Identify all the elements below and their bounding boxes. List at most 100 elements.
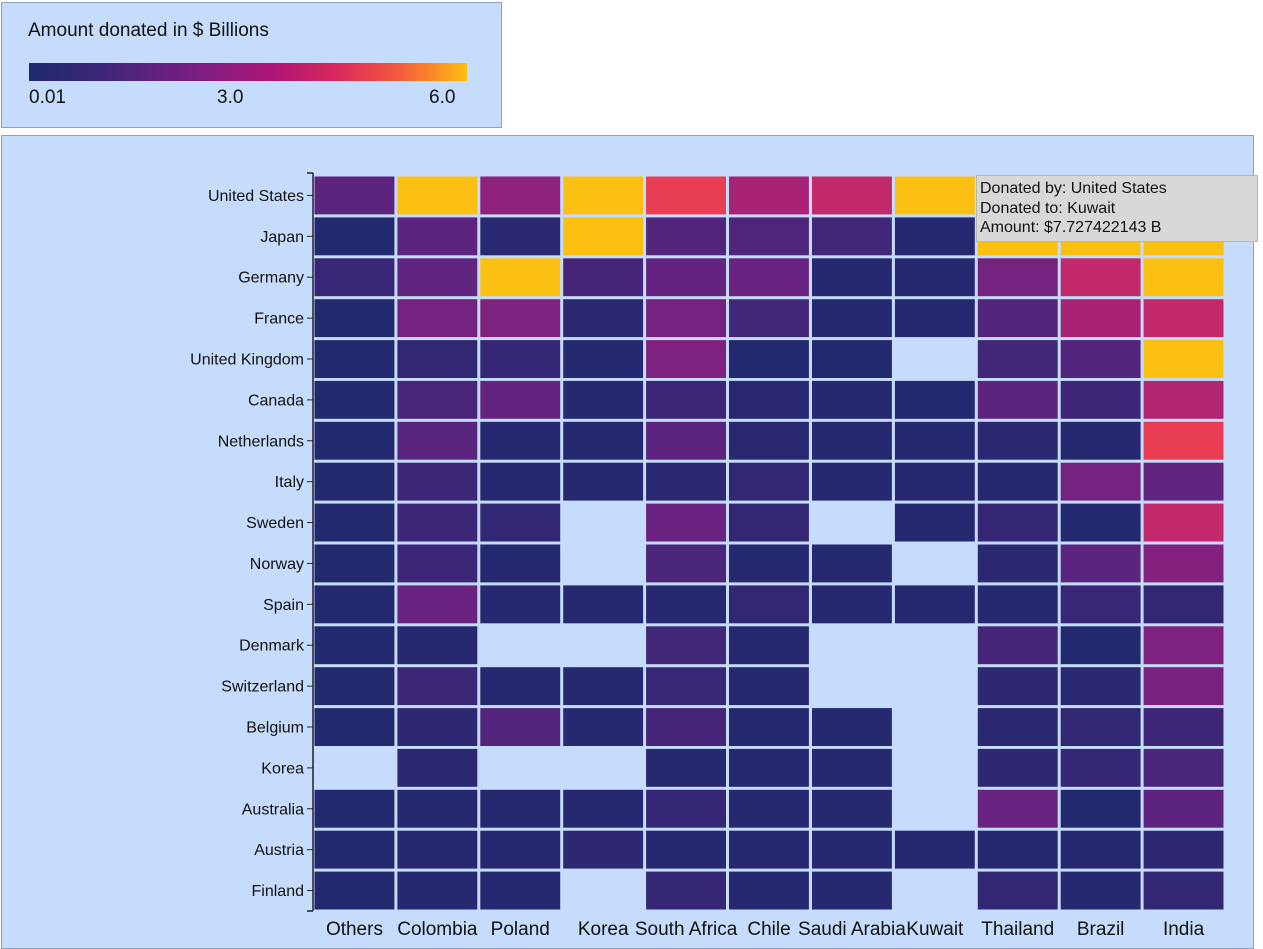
heatmap-cell[interactable] bbox=[397, 176, 478, 215]
heatmap-cell[interactable] bbox=[646, 503, 726, 542]
heatmap-cell[interactable] bbox=[646, 421, 726, 460]
heatmap-cell[interactable] bbox=[812, 380, 892, 419]
heatmap-cell[interactable] bbox=[894, 299, 975, 338]
heatmap-cell[interactable] bbox=[397, 585, 478, 624]
heatmap-cell[interactable] bbox=[563, 462, 644, 501]
heatmap-cell[interactable] bbox=[397, 667, 478, 706]
heatmap-cell[interactable] bbox=[729, 176, 809, 215]
heatmap-cell[interactable] bbox=[812, 176, 892, 215]
heatmap-cell[interactable] bbox=[977, 789, 1058, 828]
heatmap-cell[interactable] bbox=[397, 830, 478, 869]
heatmap-cell[interactable] bbox=[812, 421, 892, 460]
heatmap-cell[interactable] bbox=[729, 258, 809, 297]
heatmap-cell[interactable] bbox=[812, 748, 892, 787]
heatmap-cell[interactable] bbox=[894, 462, 975, 501]
heatmap-cell[interactable] bbox=[977, 626, 1058, 665]
heatmap-cell[interactable] bbox=[1060, 462, 1141, 501]
heatmap-cell[interactable] bbox=[314, 789, 395, 828]
heatmap-cell[interactable] bbox=[977, 748, 1058, 787]
heatmap-cell[interactable] bbox=[314, 340, 395, 378]
heatmap-cell[interactable] bbox=[646, 830, 726, 869]
heatmap-cell[interactable] bbox=[812, 708, 892, 746]
heatmap-cell[interactable] bbox=[1143, 585, 1224, 624]
heatmap-cell[interactable] bbox=[314, 871, 395, 910]
heatmap-cell[interactable] bbox=[646, 871, 726, 910]
heatmap-cell[interactable] bbox=[397, 708, 478, 746]
heatmap-cell[interactable] bbox=[480, 176, 561, 215]
heatmap-cell[interactable] bbox=[1060, 585, 1141, 624]
heatmap-cell[interactable] bbox=[314, 503, 395, 542]
heatmap-cell[interactable] bbox=[646, 462, 726, 501]
heatmap-cell[interactable] bbox=[1060, 544, 1141, 583]
heatmap-cell[interactable] bbox=[977, 380, 1058, 419]
heatmap-cell[interactable] bbox=[397, 299, 478, 338]
heatmap-cell[interactable] bbox=[397, 380, 478, 419]
heatmap-cell[interactable] bbox=[1143, 544, 1224, 583]
heatmap-cell[interactable] bbox=[314, 544, 395, 583]
heatmap-cell[interactable] bbox=[480, 789, 561, 828]
heatmap-cell[interactable] bbox=[397, 340, 478, 378]
heatmap-cell[interactable] bbox=[729, 626, 809, 665]
heatmap-cell[interactable] bbox=[729, 544, 809, 583]
heatmap-cell[interactable] bbox=[314, 830, 395, 869]
heatmap-cell[interactable] bbox=[314, 258, 395, 297]
heatmap-cell[interactable] bbox=[397, 421, 478, 460]
heatmap-cell[interactable] bbox=[314, 421, 395, 460]
heatmap-cell[interactable] bbox=[480, 871, 561, 910]
heatmap-cell[interactable] bbox=[646, 340, 726, 378]
heatmap-cell[interactable] bbox=[480, 462, 561, 501]
heatmap-cell[interactable] bbox=[977, 667, 1058, 706]
heatmap-cell[interactable] bbox=[480, 299, 561, 338]
heatmap-cell[interactable] bbox=[1143, 667, 1224, 706]
heatmap-cell[interactable] bbox=[397, 503, 478, 542]
heatmap-cell[interactable] bbox=[1143, 380, 1224, 419]
heatmap-cell[interactable] bbox=[397, 544, 478, 583]
heatmap-cell[interactable] bbox=[646, 789, 726, 828]
heatmap-cell[interactable] bbox=[480, 708, 561, 746]
heatmap-cell[interactable] bbox=[563, 380, 644, 419]
heatmap-cell[interactable] bbox=[563, 176, 644, 215]
heatmap-cell[interactable] bbox=[1143, 748, 1224, 787]
heatmap-cell[interactable] bbox=[1060, 503, 1141, 542]
heatmap-cell[interactable] bbox=[894, 421, 975, 460]
heatmap-cell[interactable] bbox=[894, 830, 975, 869]
heatmap-cell[interactable] bbox=[1143, 340, 1224, 378]
heatmap-cell[interactable] bbox=[729, 421, 809, 460]
heatmap-cell[interactable] bbox=[812, 830, 892, 869]
heatmap-cell[interactable] bbox=[729, 503, 809, 542]
heatmap-cell[interactable] bbox=[314, 380, 395, 419]
heatmap-cell[interactable] bbox=[1060, 299, 1141, 338]
heatmap-cell[interactable] bbox=[397, 626, 478, 665]
heatmap-cell[interactable] bbox=[646, 299, 726, 338]
heatmap-cell[interactable] bbox=[314, 217, 395, 256]
heatmap-cell[interactable] bbox=[894, 258, 975, 297]
heatmap-cell[interactable] bbox=[977, 258, 1058, 297]
heatmap-cell[interactable] bbox=[812, 340, 892, 378]
heatmap-cell[interactable] bbox=[729, 830, 809, 869]
heatmap-cell[interactable] bbox=[480, 830, 561, 869]
heatmap-cell[interactable] bbox=[646, 544, 726, 583]
heatmap-cell[interactable] bbox=[397, 871, 478, 910]
heatmap-cell[interactable] bbox=[563, 421, 644, 460]
heatmap-cell[interactable] bbox=[977, 830, 1058, 869]
heatmap-cell[interactable] bbox=[729, 789, 809, 828]
heatmap-cell[interactable] bbox=[646, 217, 726, 256]
heatmap-cell[interactable] bbox=[812, 789, 892, 828]
heatmap-cell[interactable] bbox=[646, 585, 726, 624]
heatmap-cell[interactable] bbox=[977, 462, 1058, 501]
heatmap-cell[interactable] bbox=[1060, 340, 1141, 378]
heatmap-cell[interactable] bbox=[729, 748, 809, 787]
heatmap-cell[interactable] bbox=[977, 340, 1058, 378]
heatmap-cell[interactable] bbox=[729, 585, 809, 624]
heatmap-cell[interactable] bbox=[1143, 871, 1224, 910]
heatmap-cell[interactable] bbox=[1143, 299, 1224, 338]
heatmap-cell[interactable] bbox=[563, 789, 644, 828]
heatmap-cell[interactable] bbox=[397, 462, 478, 501]
heatmap-cell[interactable] bbox=[1143, 503, 1224, 542]
heatmap-cell[interactable] bbox=[977, 871, 1058, 910]
heatmap-cell[interactable] bbox=[977, 299, 1058, 338]
heatmap-cell[interactable] bbox=[894, 217, 975, 256]
heatmap-cell[interactable] bbox=[563, 258, 644, 297]
heatmap-cell[interactable] bbox=[480, 258, 561, 297]
heatmap-cell[interactable] bbox=[646, 667, 726, 706]
